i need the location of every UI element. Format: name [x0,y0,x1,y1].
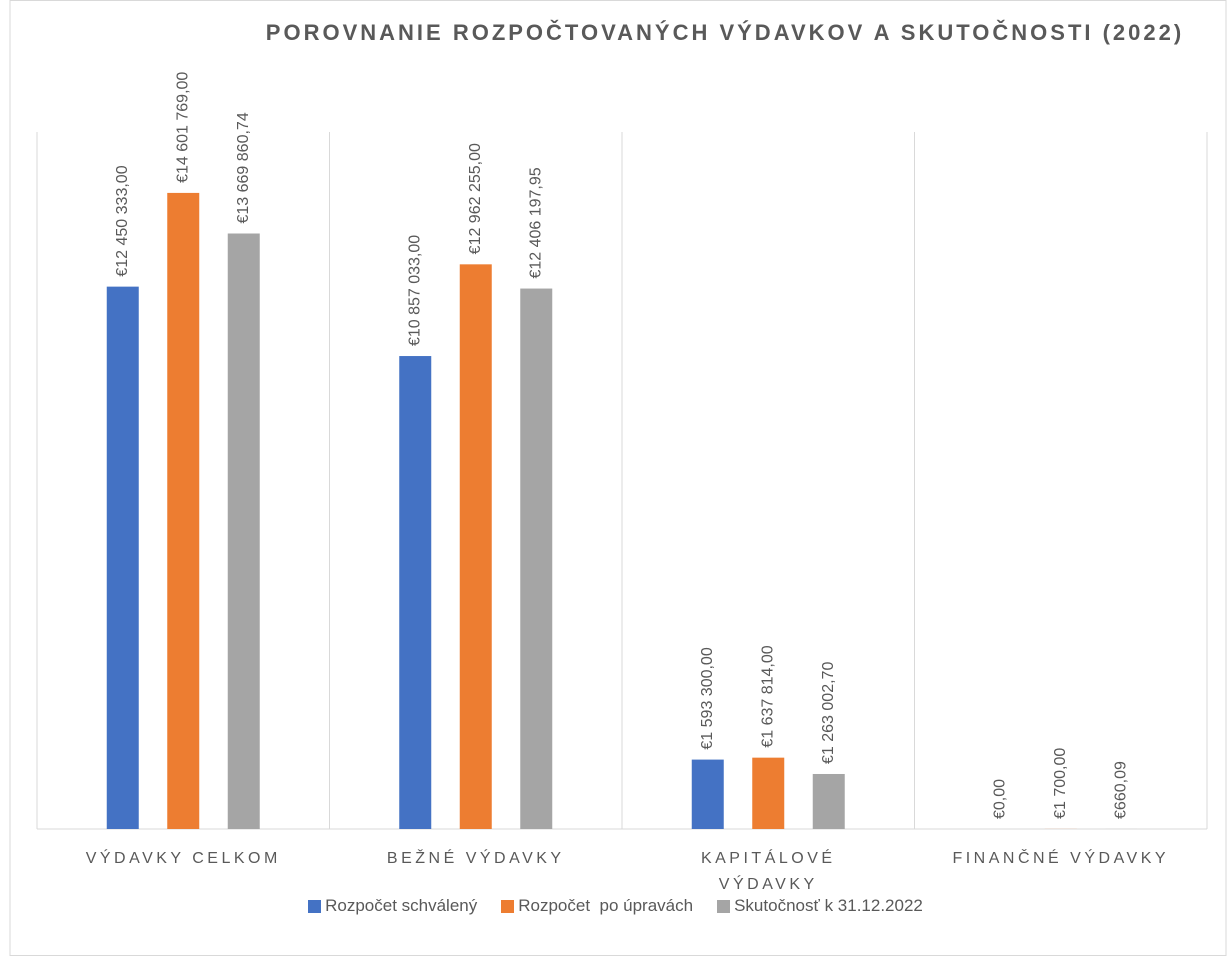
bar [167,192,200,830]
legend-swatch [717,899,731,913]
x-tick-label: BEŽNÉ VÝDAVKY [386,850,565,867]
bar [459,264,492,829]
data-label: €1 263 002,70 [820,662,837,764]
chart-border [9,0,1227,956]
data-label: €1 637 814,00 [759,645,776,747]
x-tick-label: VÝDAVKY CELKOM [85,850,281,867]
bar [520,288,553,829]
legend-item: Skutočnosť k 31.12.2022 [717,896,923,916]
legend-label: Rozpočet po úpravách [518,896,694,915]
data-label: €1 593 300,00 [699,647,716,749]
legend: Rozpočet schválený Rozpočet po úpravách Sk… [0,896,1231,916]
data-label: €12 406 197,95 [527,167,544,278]
bar [399,356,432,829]
legend-swatch [308,899,322,913]
x-tick-label: KAPITÁLOVÉ VÝDAVKY [700,850,836,893]
chart-title: POROVNANIE ROZPOČTOVANÝCH VÝDAVKOV A SKU… [265,20,1185,45]
bar [691,759,724,829]
legend-label: Skutočnosť k 31.12.2022 [734,896,923,915]
data-label: €10 857 033,00 [406,235,423,346]
data-label: €1 700,00 [1052,748,1069,819]
data-label: €12 450 333,00 [114,165,131,276]
legend-item: Rozpočet schválený [308,896,477,916]
data-label: €660,09 [1112,761,1129,819]
legend-item: Rozpočet po úpravách [501,896,693,916]
data-label: €0,00 [991,779,1008,819]
data-label: €14 601 769,00 [174,72,191,183]
x-tick-label: FINANČNÉ VÝDAVKY [952,850,1170,867]
bar [227,233,260,829]
bar [752,757,785,829]
bar [106,286,139,830]
bar [812,773,845,829]
legend-swatch [501,899,515,913]
data-label: €13 669 860,74 [235,112,252,223]
data-label: €12 962 255,00 [467,143,484,254]
legend-label: Rozpočet schválený [325,896,478,915]
